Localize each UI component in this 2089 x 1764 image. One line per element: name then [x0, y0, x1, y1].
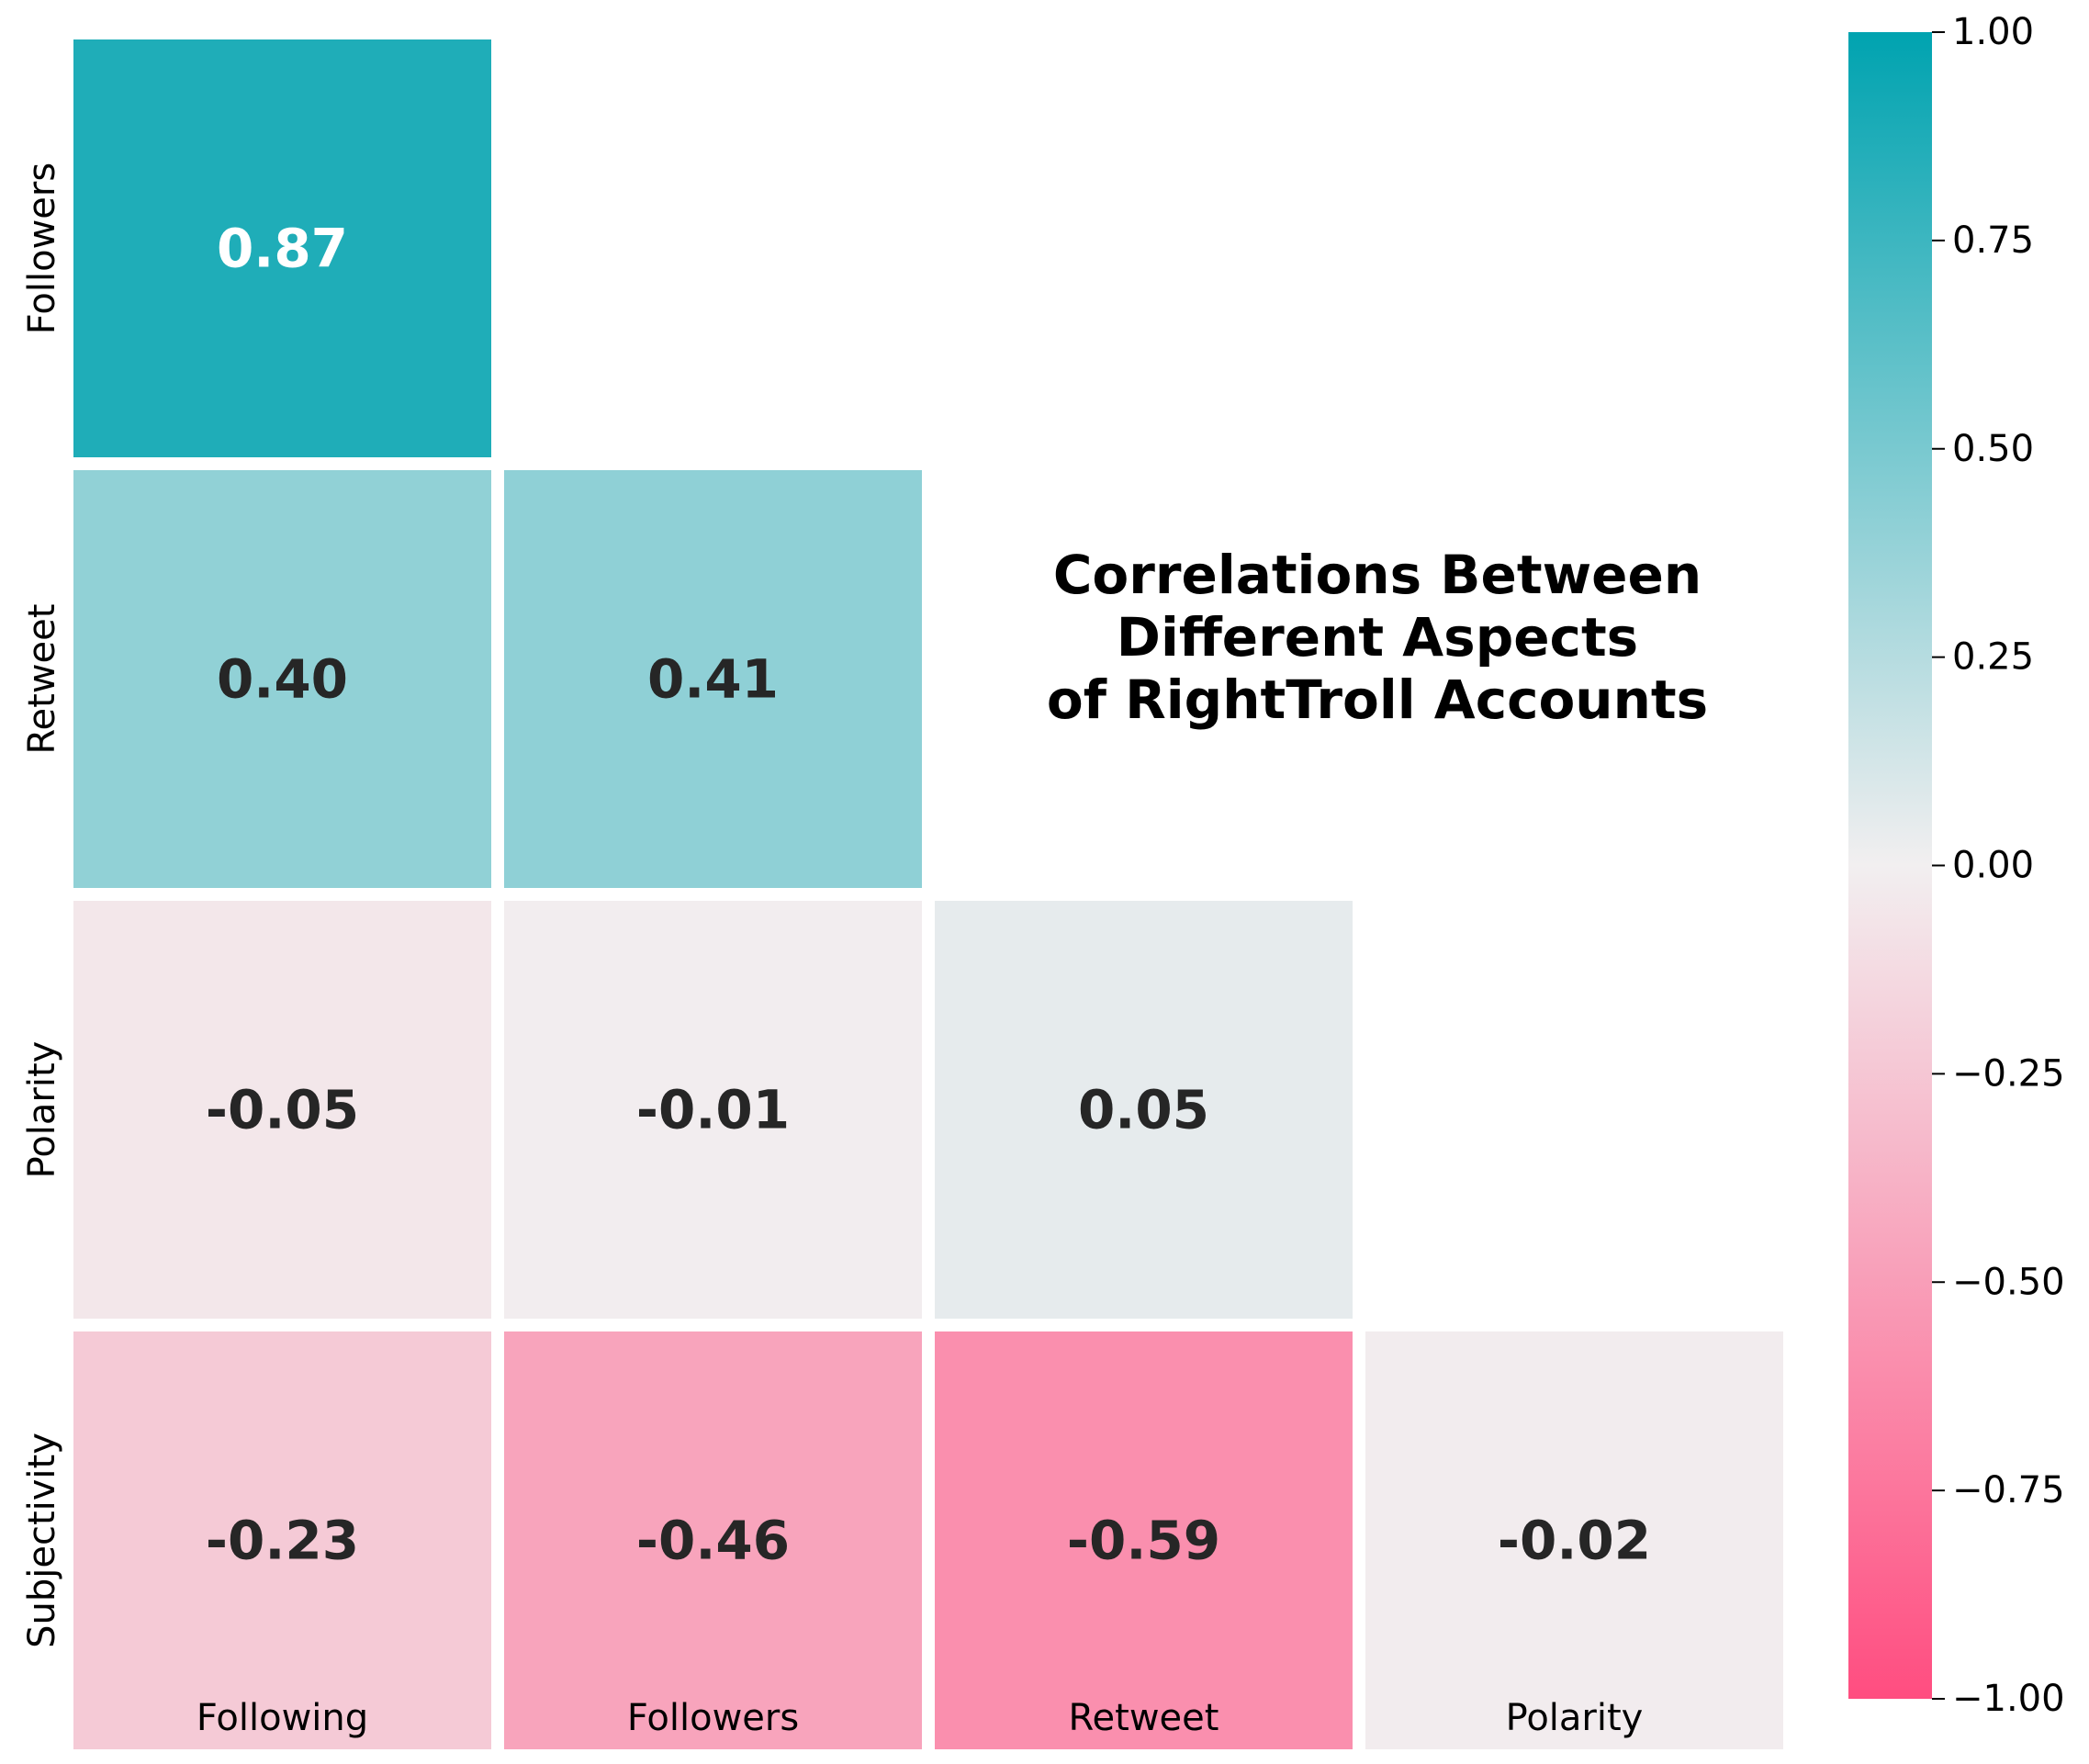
heatmap-cell-subjectivity-polarity: [1365, 1331, 1783, 1749]
heatmap-cell-retweet-followers: [504, 470, 922, 888]
y-tick-label: Retweet: [21, 604, 63, 755]
colorbar-tick-label: 0.50: [1952, 428, 2034, 470]
y-axis-labels: Followers Retweet Polarity Subjectivity: [21, 163, 63, 1648]
heatmap-cell-followers-following: [73, 39, 491, 457]
heatmap-cell-subjectivity-following: [73, 1331, 491, 1749]
x-tick-label: Polarity: [1506, 1697, 1644, 1739]
cell-value-label: -0.59: [1067, 1510, 1220, 1572]
colorbar-ticks: 1.00 0.75 0.50 0.25 0.00 −0.25 −0.50 −0.75 −1.00: [1932, 11, 2065, 1720]
cell-value-label: 0.87: [217, 218, 348, 280]
y-tick-label: Polarity: [21, 1041, 63, 1179]
heatmap-cell-retweet-following: [73, 470, 491, 888]
colorbar-tick-label: −0.50: [1952, 1261, 2065, 1303]
cell-value-label: 0.05: [1078, 1079, 1209, 1141]
heatmap-cell-polarity-retweet: [935, 901, 1353, 1319]
y-tick-label: Followers: [21, 163, 63, 334]
heatmap-cells: 0.87 0.40 0.41 -0.05 -0.01 0.05 -0.23 -0.46 -0.5…: [73, 39, 1783, 1749]
colorbar-tick-label: 0.75: [1952, 219, 2034, 262]
colorbar-tick-label: −0.75: [1952, 1469, 2065, 1511]
colorbar-tick-label: 1.00: [1952, 11, 2034, 53]
y-tick-label: Subjectivity: [21, 1433, 63, 1648]
colorbar-tick-label: 0.25: [1952, 636, 2034, 679]
heatmap-cell-polarity-followers: [504, 901, 922, 1319]
cell-value-label: -0.05: [206, 1079, 359, 1141]
heatmap-cell-subjectivity-retweet: [935, 1331, 1353, 1749]
cell-value-label: -0.46: [636, 1510, 790, 1572]
x-tick-label: Followers: [627, 1697, 799, 1739]
colorbar-tick-label: −1.00: [1952, 1678, 2065, 1720]
x-tick-label: Following: [197, 1697, 368, 1739]
x-tick-label: Retweet: [1069, 1697, 1219, 1739]
title-line: Correlations Between: [1053, 544, 1702, 606]
heatmap-cell-subjectivity-followers: [504, 1331, 922, 1749]
heatmap-cell-polarity-following: [73, 901, 491, 1319]
x-axis-labels: Following Followers Retweet Polarity: [197, 1697, 1644, 1739]
title-line: Different Aspects: [1117, 606, 1638, 669]
cell-value-label: -0.02: [1498, 1510, 1651, 1572]
colorbar: 1.00 0.75 0.50 0.25 0.00 −0.25 −0.50 −0.75 −1.00: [1848, 11, 2065, 1720]
colorbar-gradient: [1848, 32, 1932, 1699]
colorbar-tick-label: 0.00: [1952, 845, 2034, 887]
cell-value-label: -0.23: [206, 1510, 359, 1572]
title-line: of RightTroll Accounts: [1047, 669, 1708, 731]
cell-value-label: 0.41: [647, 648, 779, 711]
cell-value-label: -0.01: [636, 1079, 790, 1141]
colorbar-tick-label: −0.25: [1952, 1052, 2065, 1095]
cell-value-label: 0.40: [217, 648, 348, 711]
